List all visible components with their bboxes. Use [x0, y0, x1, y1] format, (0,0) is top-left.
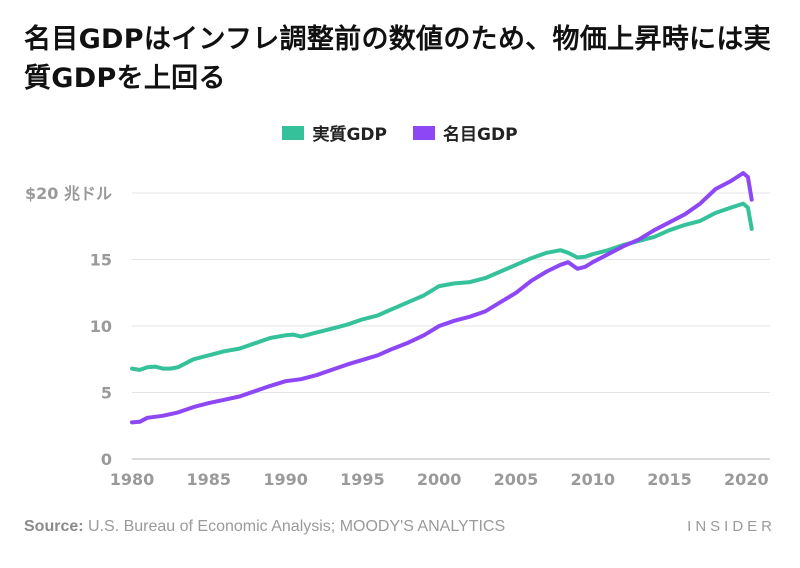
publisher-logo: INSIDER: [687, 518, 776, 535]
x-tick-label-1980: 1980: [110, 470, 155, 489]
source-text: U.S. Bureau of Economic Analysis; MOODY'…: [83, 518, 506, 535]
source-note: Source: U.S. Bureau of Economic Analysis…: [24, 518, 505, 536]
x-tick-label-2020: 2020: [724, 470, 769, 489]
nominal-gdp-line: [130, 171, 754, 425]
legend-swatch-nominal: [413, 125, 435, 140]
y-tick-label-0: 0: [101, 450, 112, 469]
chart-title: 名目GDPはインフレ調整前の数値のため、物価上昇時には実質GDPを上回る: [24, 24, 771, 94]
x-tick-label-1985: 1985: [187, 470, 232, 489]
source-label: Source:: [24, 518, 84, 535]
x-tick-label-2010: 2010: [570, 470, 615, 489]
real-gdp-line: [130, 201, 754, 372]
x-tick-label-1995: 1995: [340, 470, 385, 489]
x-tick-label-1990: 1990: [263, 470, 308, 489]
legend-swatch-real: [282, 125, 305, 140]
y-tick-label-20: $20 兆ドル: [25, 184, 112, 203]
y-tick-label-5: 5: [101, 384, 112, 403]
x-tick-label-2005: 2005: [494, 470, 539, 489]
legend-item-nominal-gdp: 名目GDP: [413, 120, 518, 145]
legend-label-nominal: 名目GDP: [443, 125, 518, 145]
y-tick-label-15: 15: [90, 251, 112, 270]
legend-label-real: 実質GDP: [312, 125, 387, 145]
y-tick-label-10: 10: [90, 317, 112, 336]
x-tick-label-2000: 2000: [417, 470, 462, 489]
chart-legend: 実質GDP 名目GDP: [0, 120, 800, 145]
legend-item-real-gdp: 実質GDP: [282, 120, 387, 145]
x-tick-label-2015: 2015: [647, 470, 692, 489]
